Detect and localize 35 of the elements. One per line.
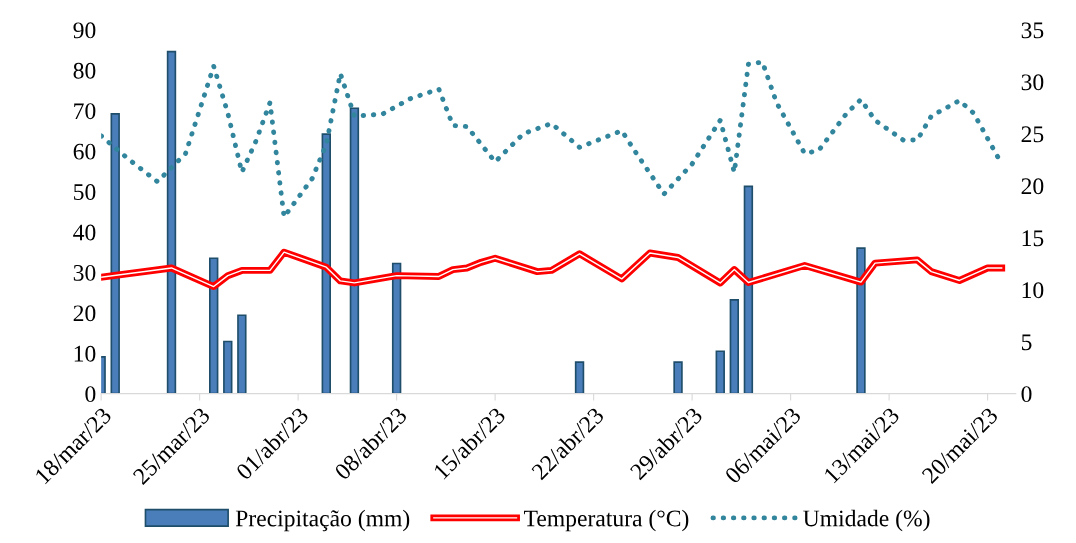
y-tick-label: 60 xyxy=(73,143,96,160)
y-tick-label: 0 xyxy=(85,386,96,403)
bar xyxy=(223,340,233,394)
bar xyxy=(237,314,247,394)
y-tick-label: 80 xyxy=(73,62,96,79)
bar xyxy=(166,50,177,394)
legend-label: Temperatura (°C) xyxy=(524,509,689,532)
bar xyxy=(321,133,331,394)
bar xyxy=(715,350,725,394)
y-tick-label: 90 xyxy=(73,22,96,39)
bar xyxy=(729,299,740,394)
bar xyxy=(856,247,866,394)
bar xyxy=(743,185,754,394)
bar xyxy=(391,262,402,394)
y2-tick-label: 30 xyxy=(1021,74,1044,91)
y-tick-label: 10 xyxy=(74,345,96,362)
bar xyxy=(209,257,219,394)
y2-tick-label: 5 xyxy=(1021,334,1032,351)
y-tick-label: 50 xyxy=(74,184,96,200)
y2-tick-label: 20 xyxy=(1021,178,1044,195)
y2-tick-label: 35 xyxy=(1021,22,1044,39)
y2-tick-label: 10 xyxy=(1022,282,1044,299)
y-tick-label: 40 xyxy=(73,224,96,241)
legend-label: Umidade (%) xyxy=(803,509,930,532)
y2-tick-label: 25 xyxy=(1021,126,1044,143)
y2-tick-label: 15 xyxy=(1022,230,1044,247)
bar xyxy=(673,361,683,394)
y-tick-label: 30 xyxy=(73,264,96,281)
legend-label: Precipitação (mm) xyxy=(235,509,410,532)
y2-tick-label: 0 xyxy=(1021,386,1032,403)
y-tick-label: 70 xyxy=(74,103,96,120)
bar xyxy=(349,107,360,394)
bar xyxy=(574,361,585,394)
y-tick-label: 20 xyxy=(73,305,96,322)
bar xyxy=(110,113,120,394)
